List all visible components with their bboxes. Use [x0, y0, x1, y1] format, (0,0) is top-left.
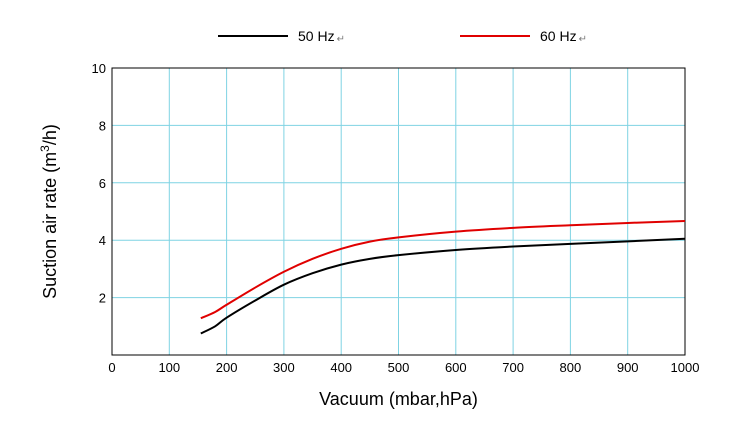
x-tick-label: 100	[158, 360, 180, 375]
x-tick-labels: 0 100 200 300 400 500 600 700 800 900 1000	[108, 360, 699, 375]
legend-mark: ↵	[337, 34, 345, 45]
x-tick-label: 600	[445, 360, 467, 375]
y-tick-label: 4	[99, 233, 106, 248]
y-axis-title: Suction air rate (m3/h)	[38, 124, 60, 299]
x-axis-title: Vacuum (mbar,hPa)	[319, 389, 478, 409]
y-tick-labels: 2 4 6 8 10	[92, 61, 106, 306]
x-tick-label: 400	[330, 360, 352, 375]
series-line-50hz	[200, 237, 686, 335]
legend-label: 50 Hz	[298, 28, 335, 44]
y-tick-label: 2	[99, 291, 106, 306]
grid	[112, 68, 685, 355]
y-axis-title-prefix: Suction air rate (m	[40, 152, 60, 299]
x-tick-label: 1000	[671, 360, 700, 375]
x-tick-label: 300	[273, 360, 295, 375]
legend: 50 Hz ↵ 60 Hz ↵	[218, 28, 587, 45]
series-line-60hz	[200, 219, 686, 320]
x-tick-label: 0	[108, 360, 115, 375]
series-lines	[200, 219, 686, 335]
legend-label: 60 Hz	[540, 28, 577, 44]
y-tick-label: 8	[99, 118, 106, 133]
x-tick-label: 700	[502, 360, 524, 375]
y-axis-title-suffix: /h)	[40, 124, 60, 145]
y-tick-label: 6	[99, 176, 106, 191]
x-tick-label: 200	[216, 360, 238, 375]
y-axis-title-sup: 3	[38, 145, 52, 152]
legend-mark: ↵	[579, 34, 587, 45]
plot-frame	[111, 67, 686, 356]
x-tick-label: 800	[560, 360, 582, 375]
y-tick-label: 10	[92, 61, 106, 76]
x-tick-label: 500	[388, 360, 410, 375]
x-tick-label: 900	[617, 360, 639, 375]
